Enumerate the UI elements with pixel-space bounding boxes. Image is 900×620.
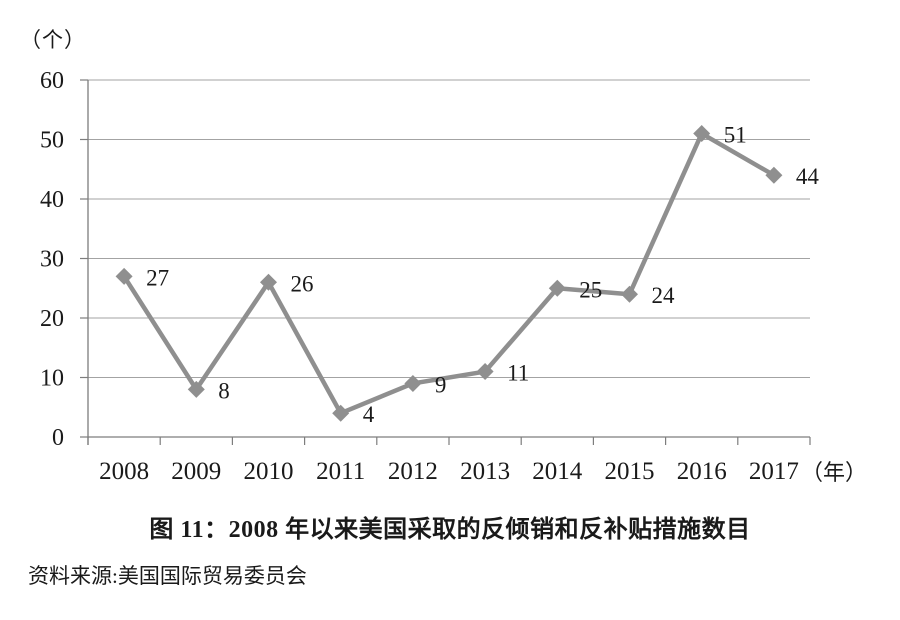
figure-title: 图 11：2008 年以来美国采取的反倾销和反补贴措施数目 [149,517,751,543]
y-axis-tick-label: 30 [40,247,64,273]
data-point-marker [765,166,783,184]
data-label: 44 [796,164,820,189]
data-point-marker [404,374,422,392]
data-point-marker [621,285,638,303]
x-axis-tick-label: 2010 [244,458,294,485]
x-axis-tick-label: 2009 [171,458,221,485]
data-point-marker [476,363,494,381]
data-point-marker [115,267,133,285]
data-point-marker [260,273,277,291]
data-label: 27 [146,265,169,290]
data-label: 24 [652,283,676,308]
data-label: 9 [435,372,447,397]
data-label: 25 [579,277,602,302]
y-axis-unit-label: （个） [20,28,86,52]
x-axis-tick-label: 2017 [749,458,799,485]
data-label: 26 [291,271,314,296]
x-axis-tick-label: 2016 [677,458,727,485]
data-point-marker [548,279,566,297]
y-axis-tick-label: 50 [40,128,64,154]
x-axis-tick-label: 2012 [388,458,438,485]
x-axis-tick-label: 2013 [460,458,510,485]
data-point-marker [693,125,711,143]
plot-area: 0 10 20 30 40 50 60 2008 2009 2010 2011 2012 2013 201… [40,68,820,485]
figure-source: 资料来源:美国国际贸易委员会 [28,564,307,588]
data-label: 4 [363,402,375,427]
y-axis-tick-label: 10 [40,366,64,392]
x-axis-unit-label: （年） [801,460,868,485]
data-label: 51 [724,123,747,148]
y-axis-tick-label: 0 [52,425,64,451]
x-axis-tick-label: 2014 [532,458,583,485]
x-axis-tick-label: 2015 [605,458,655,485]
data-point-marker [187,380,205,398]
x-axis-tick-label: 2011 [316,458,365,485]
data-label: 11 [507,361,529,386]
data-label: 8 [218,378,230,403]
y-axis-tick-label: 20 [40,306,64,332]
y-axis-tick-label: 60 [40,68,64,94]
y-axis-tick-label: 40 [40,187,64,213]
data-point-marker [332,404,350,422]
x-axis-tick-label: 2008 [99,458,149,485]
series-line [122,131,776,416]
